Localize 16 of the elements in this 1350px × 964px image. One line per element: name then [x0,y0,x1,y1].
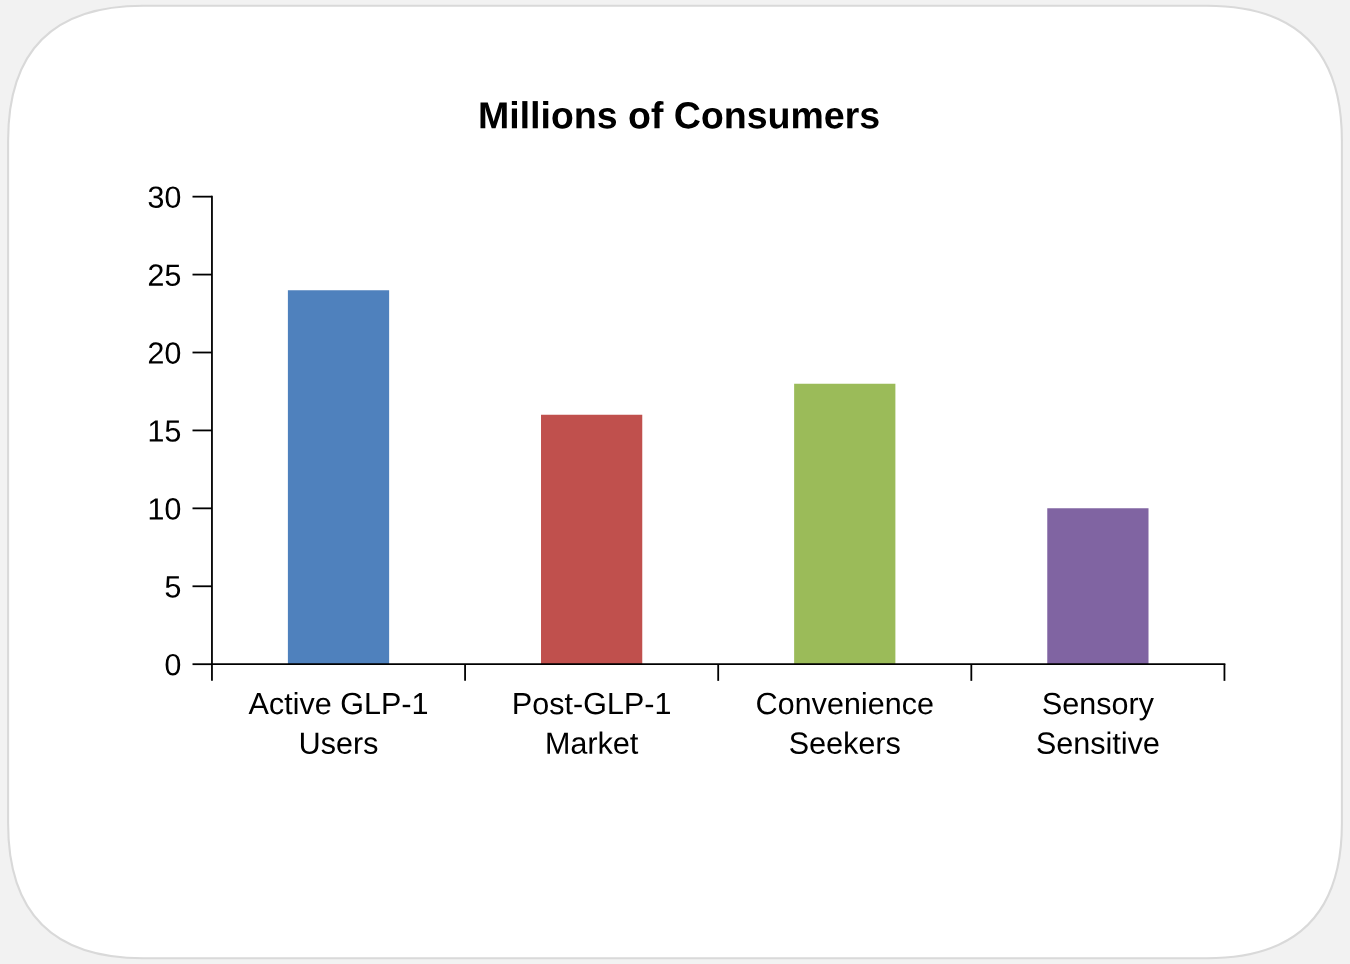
bar [1047,508,1149,665]
bar [794,383,896,665]
bar [287,290,390,665]
x-tick-label: Convenience Seekers [757,691,933,754]
y-tick-label: 10 [149,498,181,520]
x-tick-label: Active GLP-1 Users [248,691,428,754]
x-tick-label: Sensory Sensitive [1037,692,1159,754]
x-tick-label: Post-GLP-1 Market [514,692,670,754]
y-tick-label: 30 [148,186,181,209]
y-tick-label: 25 [148,264,181,286]
bar [541,414,643,665]
y-tick-label: 5 [165,576,181,598]
chart-title: Millions of Consumers [480,101,879,129]
y-tick-label: 15 [149,420,181,442]
y-tick-label: 0 [165,653,181,676]
y-tick-label: 20 [148,342,181,364]
